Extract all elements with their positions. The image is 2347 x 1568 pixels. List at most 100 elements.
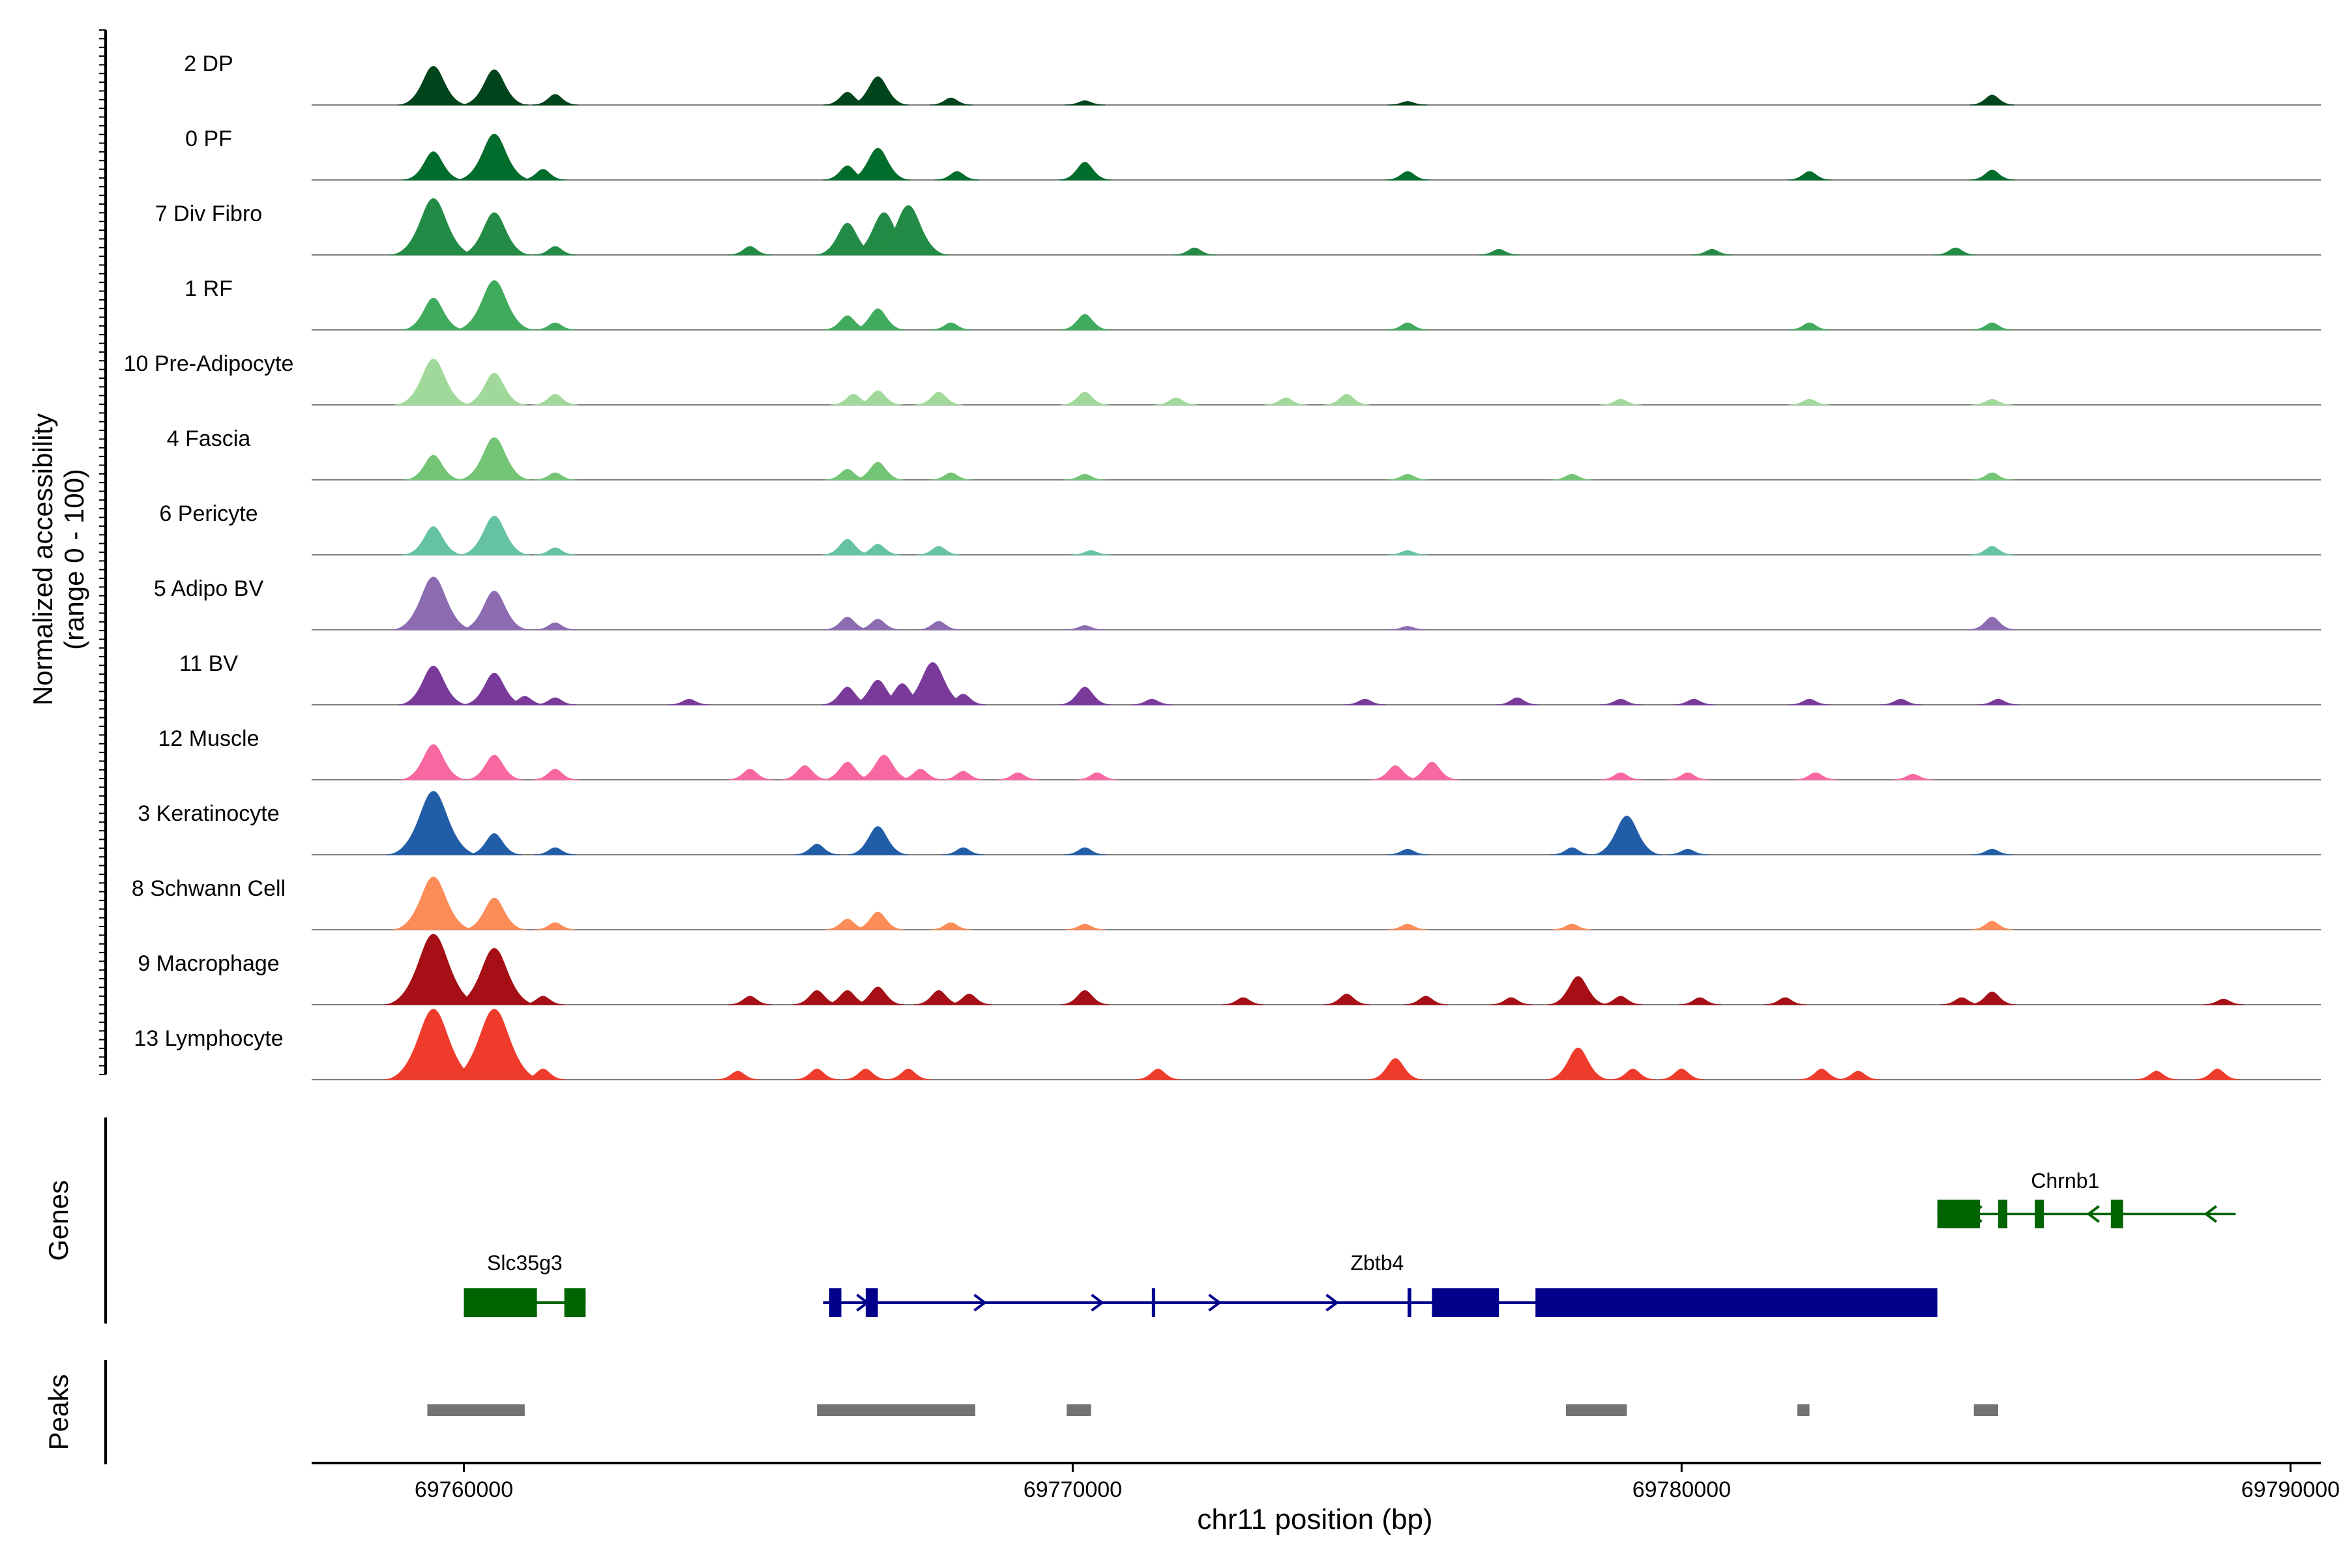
coverage-peak xyxy=(2202,998,2245,1005)
track-10: 12 Muscle xyxy=(158,726,2321,780)
coverage-peak xyxy=(1075,772,1119,780)
coverage-peak xyxy=(402,526,465,555)
gene-exon xyxy=(829,1288,842,1317)
coverage-peak xyxy=(1323,394,1370,406)
coverage-peak xyxy=(1591,816,1663,855)
coverage-peak xyxy=(533,622,577,630)
coverage-peak xyxy=(1065,625,1106,630)
coverage-peak xyxy=(1969,95,2015,106)
genes-label: Genes xyxy=(43,1180,74,1261)
coverage-peak xyxy=(851,462,904,481)
peak-region xyxy=(1797,1404,1810,1416)
track-label: 1 RF xyxy=(185,276,233,301)
genes-layer: Slc35g3 Zbtb4 Chrnb1 xyxy=(464,1169,2236,1317)
coverage-peak xyxy=(1173,247,1217,256)
coverage-peak xyxy=(532,769,578,780)
coverage-peak xyxy=(1970,472,2014,481)
coverage-peak xyxy=(1496,697,1539,705)
track-8: 5 Adipo BV xyxy=(154,576,2321,630)
coverage-peak xyxy=(533,246,578,256)
coverage-peak xyxy=(1387,626,1428,630)
coverage-peak xyxy=(728,246,773,256)
coverage-peak xyxy=(1550,847,1594,855)
coverage-peak xyxy=(398,66,469,106)
coverage-peak xyxy=(868,205,949,256)
track-7: 6 Pericyte xyxy=(159,501,2321,555)
coverage-peak xyxy=(929,322,973,331)
coverage-peak xyxy=(1478,248,1520,256)
coverage-peak xyxy=(520,169,567,181)
peak-region xyxy=(1067,1404,1091,1416)
peak-region xyxy=(1565,1404,1627,1416)
coverage-peak xyxy=(1344,698,1386,705)
coverage-peak xyxy=(533,847,577,855)
coverage-peak xyxy=(1551,923,1593,930)
coverage-peak xyxy=(849,308,906,331)
coverage-peak xyxy=(402,151,465,181)
coverage-peak xyxy=(1370,765,1421,780)
coverage-peak xyxy=(444,1009,544,1080)
peak-region xyxy=(817,1404,975,1416)
gene-exon xyxy=(1998,1200,2008,1228)
coverage-peak xyxy=(1264,397,1308,406)
coverage-peak xyxy=(1969,170,2015,181)
track-4: 1 RF xyxy=(185,276,2321,331)
coverage-peak xyxy=(1600,398,1642,406)
gene-exon xyxy=(1432,1288,1499,1317)
coverage-peak xyxy=(851,911,904,930)
track-3: 7 Div Fibro xyxy=(155,198,2321,256)
gene-chrnb1: Chrnb1 xyxy=(1937,1169,2236,1228)
y-axis-label-line2: (range 0 - 100) xyxy=(59,469,89,650)
track-label: 7 Div Fibro xyxy=(155,201,262,226)
coverage-peak xyxy=(462,372,527,406)
coverage-peak xyxy=(1387,848,1428,855)
coverage-peak xyxy=(668,698,710,705)
coverage-peak xyxy=(1968,992,2016,1005)
coverage-peak xyxy=(929,97,973,106)
peak-region xyxy=(427,1404,525,1416)
gene-exon xyxy=(564,1288,586,1317)
coverage-peak xyxy=(728,996,773,1005)
coverage-peak xyxy=(855,544,901,555)
coverage-peak xyxy=(1059,314,1110,331)
coverage-peak xyxy=(1798,1069,1845,1080)
track-12: 8 Schwann Cell xyxy=(132,876,2321,930)
coverage-peak xyxy=(1977,698,2019,705)
coverage-peak xyxy=(533,922,577,930)
coverage-peak xyxy=(1666,772,1709,780)
gene-label: Zbtb4 xyxy=(1350,1251,1404,1275)
coverage-peak xyxy=(404,454,463,481)
coverage-peak xyxy=(1387,473,1428,481)
track-label: 5 Adipo BV xyxy=(154,576,264,601)
track-label: 12 Muscle xyxy=(158,726,259,751)
peaks-label: Peaks xyxy=(43,1374,74,1451)
track-label: 0 PF xyxy=(185,126,232,151)
gene-zbtb4: Zbtb4 xyxy=(823,1251,1938,1317)
coverage-peak xyxy=(1385,171,1430,181)
track-label: 9 Macrophage xyxy=(138,951,279,976)
coverage-peak xyxy=(1880,698,1922,705)
coverage-peak xyxy=(1064,473,1106,481)
coverage-peak xyxy=(399,744,468,780)
coverage-peak xyxy=(1065,100,1106,106)
coverage-peak xyxy=(1134,1069,1181,1080)
track-label: 13 Lymphocyte xyxy=(134,1026,283,1051)
coverage-peak xyxy=(1892,773,1934,780)
coverage-peak xyxy=(383,1009,484,1080)
coverage-peak xyxy=(793,844,840,855)
coverage-peak xyxy=(929,472,973,481)
coverage-peak xyxy=(400,297,466,331)
coverage-peak xyxy=(1387,923,1428,930)
coverage-peak xyxy=(532,94,578,106)
coverage-peak xyxy=(1387,550,1428,555)
coverage-peak xyxy=(460,69,529,106)
coverage-peak xyxy=(1971,848,2013,855)
coverage-peak xyxy=(1130,698,1173,705)
x-tick-label: 69790000 xyxy=(2241,1477,2340,1502)
y-axis xyxy=(99,29,107,1075)
coverage-peak xyxy=(457,437,532,481)
gene-exon xyxy=(1151,1288,1155,1317)
coverage-peak xyxy=(1155,397,1198,406)
gene-strand-arrow xyxy=(1325,1294,1339,1312)
coverage-peak xyxy=(398,666,469,705)
